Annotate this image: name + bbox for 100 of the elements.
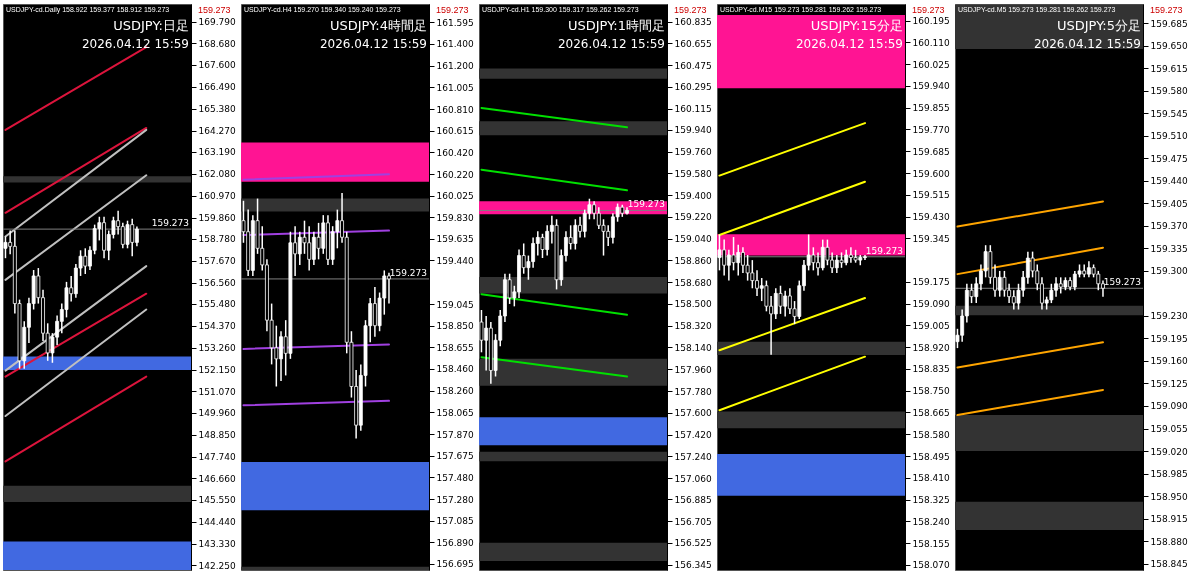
- y-tick-label: 156.705: [674, 516, 712, 527]
- y-tick-label: 160.835: [674, 17, 712, 28]
- y-tick-label: 156.890: [436, 537, 474, 548]
- y-tick-label: 166.490: [198, 82, 236, 93]
- y-tick-label: 159.125: [1150, 378, 1188, 389]
- text: USDJPY:15分足: [810, 18, 903, 33]
- candlestick: [540, 233, 545, 259]
- y-tick-label: 158.985: [1150, 469, 1188, 480]
- y-tick-label: 158.880: [1150, 536, 1188, 547]
- y-tick-label: 159.345: [912, 233, 950, 244]
- y-tick-label: 159.940: [912, 81, 950, 92]
- ref-line-label: 159.273: [865, 245, 903, 256]
- y-tick-label: 159.685: [912, 146, 950, 157]
- y-tick-label: 154.370: [198, 321, 236, 332]
- y-tick-label: 158.260: [436, 386, 474, 397]
- y-tick-label: 156.885: [674, 494, 712, 505]
- y-tick-label: 159.045: [436, 299, 474, 310]
- y-tick-label: 164.270: [198, 126, 236, 136]
- y-tick-label: 146.660: [198, 473, 236, 484]
- y-tick-label: 157.420: [674, 430, 712, 441]
- ref-line-label: 159.273: [1103, 277, 1141, 288]
- y-tick-label: 158.920: [912, 342, 950, 353]
- y-tick-label: 157.085: [436, 516, 474, 527]
- y-tick-label: 158.460: [436, 364, 474, 375]
- y-tick-label: 159.510: [1150, 131, 1188, 142]
- y-tick-label: 159.020: [1150, 446, 1188, 457]
- y-tick-label: 158.320: [674, 321, 712, 332]
- y-tick-label: 167.600: [198, 60, 236, 71]
- y-tick-label: 159.760: [674, 147, 712, 158]
- y-tick-label: 160.115: [674, 104, 712, 115]
- y-tick-label: 157.870: [436, 429, 474, 440]
- y-tick-label: 142.250: [198, 560, 236, 571]
- y-tick-label: 159.580: [674, 168, 712, 179]
- y-tick-label: 158.750: [912, 386, 950, 397]
- y-tick-label: 157.280: [436, 494, 474, 505]
- y-tick-label: 160.195: [912, 16, 950, 27]
- y-tick-label: 158.845: [1150, 559, 1188, 570]
- text: 159.273: [436, 5, 469, 15]
- y-tick-label: 158.780: [198, 234, 236, 245]
- text: USDJPY:1時間足: [567, 18, 665, 33]
- y-tick-label: 148.850: [198, 430, 236, 441]
- y-tick-label: 159.090: [912, 299, 950, 310]
- y-tick-label: 158.950: [1150, 491, 1188, 502]
- y-tick-label: 159.005: [912, 320, 950, 331]
- y-tick-label: 159.400: [674, 190, 712, 201]
- y-tick-label: 159.860: [198, 213, 236, 224]
- text: 2026.04.12 15:59: [795, 37, 903, 51]
- y-tick-label: 165.380: [198, 104, 236, 115]
- y-tick-label: 158.070: [912, 560, 950, 571]
- y-tick-label: 161.400: [436, 39, 474, 50]
- y-tick-label: 169.790: [198, 17, 236, 28]
- y-tick-label: 151.070: [198, 386, 236, 397]
- y-tick-label: 159.855: [912, 103, 950, 114]
- y-tick-label: 158.065: [436, 407, 474, 418]
- y-tick-label: 158.835: [912, 364, 950, 375]
- y-tick-label: 159.440: [436, 255, 474, 266]
- y-tick-label: 159.515: [912, 190, 950, 201]
- text: USDJPY:日足: [113, 18, 189, 33]
- y-tick-label: 159.635: [436, 234, 474, 245]
- y-tick-label: 160.025: [436, 191, 474, 202]
- y-tick-label: 161.005: [436, 82, 474, 93]
- y-tick-label: 159.830: [436, 212, 474, 223]
- y-tick-label: 157.675: [436, 451, 474, 462]
- candlestick: [731, 236, 736, 272]
- y-tick-label: 161.595: [436, 17, 474, 28]
- y-tick-label: 159.580: [1150, 86, 1188, 97]
- ref-line-label: 159.273: [627, 199, 665, 210]
- y-tick-label: 160.295: [674, 82, 712, 93]
- text: USDJPY:4時間足: [329, 18, 427, 33]
- text: 2026.04.12 15:59: [557, 37, 665, 51]
- y-tick-label: 158.410: [912, 473, 950, 484]
- y-tick-label: 159.430: [912, 212, 950, 223]
- text: 2026.04.12 15:59: [1033, 37, 1141, 51]
- y-tick-label: 160.220: [436, 169, 474, 180]
- text: 2026.04.12 15:59: [319, 37, 427, 51]
- y-tick-label: 160.110: [912, 37, 950, 48]
- y-tick-label: 144.440: [198, 517, 236, 528]
- y-tick-label: 159.175: [912, 277, 950, 288]
- y-tick-label: 159.040: [674, 234, 712, 245]
- y-tick-label: 155.480: [198, 299, 236, 310]
- candlestick: [3, 235, 8, 259]
- y-tick-label: 162.080: [198, 169, 236, 180]
- y-tick-label: 158.240: [912, 516, 950, 527]
- y-tick-label: 159.195: [1150, 333, 1188, 344]
- y-tick-label: 158.915: [1150, 514, 1188, 525]
- y-tick-label: 145.550: [198, 495, 236, 506]
- y-tick-label: 157.480: [436, 472, 474, 483]
- y-tick-label: 158.655: [436, 342, 474, 353]
- y-tick-label: 159.160: [1150, 356, 1188, 367]
- text: 159.273: [198, 5, 231, 15]
- y-tick-label: 159.090: [1150, 401, 1188, 412]
- text: 159.273: [912, 5, 945, 15]
- y-tick-label: 157.060: [674, 473, 712, 484]
- ref-line-label: 159.273: [389, 267, 427, 278]
- y-tick-label: 158.500: [674, 299, 712, 310]
- y-tick-label: 153.260: [198, 343, 236, 354]
- candlestick: [717, 233, 722, 272]
- y-tick-label: 159.220: [674, 212, 712, 223]
- y-tick-label: 158.580: [912, 429, 950, 440]
- y-tick-label: 159.370: [1150, 221, 1188, 232]
